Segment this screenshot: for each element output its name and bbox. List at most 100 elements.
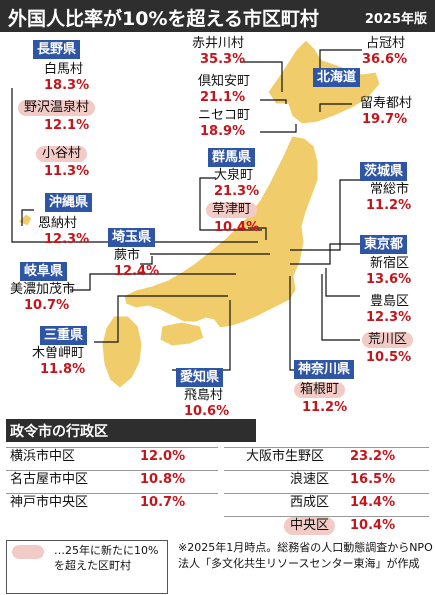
place-joso: 常総市 <box>370 182 410 197</box>
place-tobishima: 飛島村 <box>184 388 224 403</box>
place-hakone: 箱根町 <box>294 382 346 398</box>
place-otari: 小谷村 <box>36 146 88 162</box>
pct-shinjuku: 13.6% <box>366 272 412 287</box>
leader-niseko <box>260 124 297 133</box>
leader-gunma <box>199 177 262 231</box>
ward-pct: 14.4% <box>350 495 396 510</box>
place-hakuba: 白馬村 <box>44 62 84 77</box>
leader-tokyo <box>290 243 364 265</box>
ward-name: 名古屋市中区 <box>10 472 89 487</box>
leader-arakawa <box>321 274 360 341</box>
place-kisosaki: 木曽岬町 <box>32 346 85 361</box>
pct-arakawa: 10.5% <box>366 350 412 365</box>
ward-pct: 12.0% <box>140 449 186 464</box>
ward-pct: 10.7% <box>140 495 186 510</box>
legend-swatch <box>12 545 44 559</box>
ward-row <box>224 493 429 515</box>
source-footnote: ※2025年1月時点。総務省の人口動態調査からNPO法人「多文化共生リソースセン… <box>178 541 433 570</box>
ward-row <box>224 470 429 492</box>
ward-row <box>224 447 429 469</box>
pct-nozawa: 12.1% <box>44 118 90 133</box>
leader-gifu <box>70 273 236 291</box>
pct-otari: 11.3% <box>44 164 90 179</box>
pct-kusatsu: 10.4% <box>214 220 260 235</box>
leader-kusatsu <box>248 227 267 240</box>
pref-ibaraki: 茨城県 <box>360 162 408 181</box>
leader-rusutsu <box>319 103 352 112</box>
okinawa-island <box>17 213 33 227</box>
ward-pct: 23.2% <box>350 449 396 464</box>
place-kutchan: 倶知安町 <box>198 74 251 89</box>
ward-pct: 16.5% <box>350 472 396 487</box>
ward-pct: 10.8% <box>140 472 186 487</box>
pref-gunma: 群馬県 <box>208 148 256 167</box>
ward-row <box>6 447 218 469</box>
place-niseko: ニセコ町 <box>198 108 251 123</box>
ward-name: 横浜市中区 <box>10 449 76 464</box>
pct-niseko: 18.9% <box>200 124 246 139</box>
place-nozawa: 野沢温泉村 <box>18 100 96 116</box>
ward-name: 浪速区 <box>290 472 330 487</box>
pref-mie: 三重県 <box>40 326 88 345</box>
pref-gifu: 岐阜県 <box>20 262 68 281</box>
pct-rusutsu: 19.7% <box>362 112 408 127</box>
ward-name: 大阪市生野区 <box>246 449 325 464</box>
legend-text: …25年に新たに10%を超えた区町村 <box>54 544 159 572</box>
ward-row <box>224 516 429 538</box>
pref-tokyo: 東京都 <box>360 235 408 254</box>
shikoku-island <box>159 321 205 347</box>
pct-joso: 11.2% <box>366 198 412 213</box>
pref-saitama: 埼玉県 <box>108 228 156 247</box>
pref-kanagawa: 神奈川県 <box>294 360 355 379</box>
place-oizumi: 大泉町 <box>214 168 254 183</box>
pct-hakone: 11.2% <box>302 400 348 415</box>
pct-oizumi: 21.3% <box>214 184 260 199</box>
pct-minokamo: 10.7% <box>24 298 70 313</box>
leader-ibaraki <box>290 179 360 251</box>
ward-name: 神戸市中央区 <box>10 495 89 510</box>
pref-nagano: 長野県 <box>33 40 81 59</box>
place-kusatsu: 草津町 <box>206 202 258 218</box>
place-warabi: 蕨市 <box>114 248 141 263</box>
pct-kutchan: 21.1% <box>200 90 246 105</box>
ward-section-header <box>6 419 256 442</box>
pct-akaigawa: 35.3% <box>200 52 246 67</box>
pref-okinawa: 沖縄県 <box>45 193 93 212</box>
honshu-island <box>123 135 319 329</box>
place-arakawa: 荒川区 <box>362 332 414 348</box>
ward-name: 西成区 <box>290 495 330 510</box>
place-onna: 恩納村 <box>38 216 78 231</box>
leader-nagano <box>11 88 258 243</box>
pct-onna: 12.3% <box>44 232 90 247</box>
ward-section-title: 政令市の行政区 <box>10 424 108 440</box>
place-minokamo: 美濃加茂市 <box>10 282 76 297</box>
ward-pct: 10.4% <box>350 518 396 533</box>
pref-hokkaido: 北海道 <box>313 68 361 87</box>
ward-row <box>6 493 218 515</box>
place-rusutsu: 留寿都村 <box>360 96 413 111</box>
pct-shimukappu: 36.6% <box>362 52 408 67</box>
pct-kisosaki: 11.8% <box>40 362 86 377</box>
leader-warabi <box>140 256 153 265</box>
pref-aichi: 愛知県 <box>176 368 224 387</box>
pct-hakuba: 18.3% <box>44 78 90 93</box>
pct-toshima: 12.3% <box>366 310 412 325</box>
leader-kutchan <box>260 99 287 104</box>
place-akaigawa: 赤井川村 <box>192 36 245 51</box>
pct-warabi: 12.4% <box>114 264 160 279</box>
leader-okinawa <box>21 209 34 226</box>
place-toshima: 豊島区 <box>370 294 410 309</box>
ward-row <box>6 470 218 492</box>
leader-akaigawa <box>240 61 283 92</box>
leader-toshima <box>325 268 360 297</box>
map-title: 外国人比率が10%を超える市区町村 <box>8 8 319 30</box>
pct-tobishima: 10.6% <box>184 404 230 419</box>
place-shinjuku: 新宿区 <box>370 256 410 271</box>
leader-mie <box>94 295 228 343</box>
leader-lines <box>11 49 364 371</box>
place-shimukappu: 占冠村 <box>366 36 406 51</box>
edition-label: 2025年版 <box>364 12 427 27</box>
kyushu-island <box>101 315 143 389</box>
ward-name: 中央区 <box>284 517 336 535</box>
title-bar <box>0 0 435 32</box>
